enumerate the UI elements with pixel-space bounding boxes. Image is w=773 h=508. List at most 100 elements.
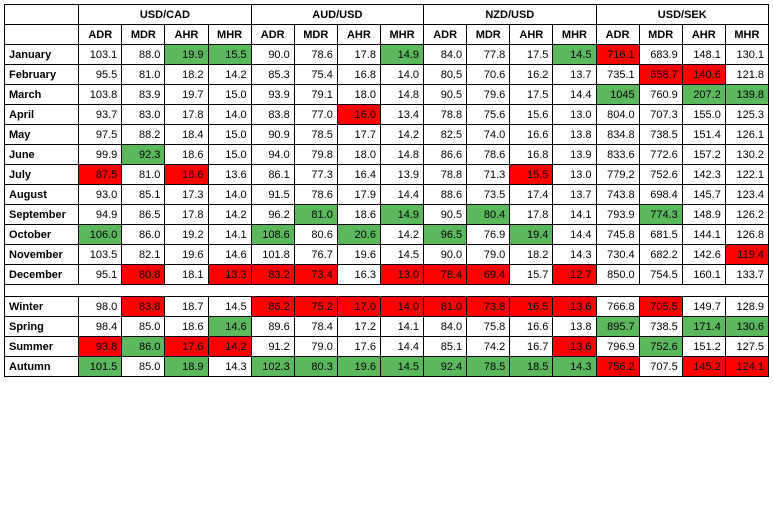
data-cell: 16.6 [165,165,208,185]
data-cell: 69.4 [467,265,510,285]
data-cell: 895.7 [596,317,639,337]
data-cell: 834.8 [596,125,639,145]
data-cell: 93.7 [79,105,122,125]
data-cell: 14.0 [380,297,423,317]
data-cell: 97.5 [79,125,122,145]
data-cell: 13.4 [380,105,423,125]
data-cell: 93.9 [251,85,294,105]
data-cell: 19.9 [165,45,208,65]
data-cell: 86.2 [251,297,294,317]
metric-header: ADR [79,25,122,45]
data-cell: 83.2 [251,265,294,285]
corner-cell [5,5,79,25]
data-cell: 16.3 [337,265,380,285]
data-cell: 707.3 [639,105,682,125]
data-cell: 77.8 [467,45,510,65]
table-row: July87.581.016.613.686.177.316.413.978.8… [5,165,769,185]
data-cell: 88.0 [122,45,165,65]
data-cell: 151.4 [682,125,725,145]
data-cell: 98.4 [79,317,122,337]
row-label: Winter [5,297,79,317]
table-row: Autumn101.585.018.914.3102.380.319.614.5… [5,357,769,377]
data-cell: 17.2 [337,317,380,337]
data-cell: 13.8 [553,125,596,145]
data-cell: 14.9 [380,45,423,65]
data-cell: 779.2 [596,165,639,185]
data-cell: 75.8 [467,317,510,337]
data-cell: 87.5 [79,165,122,185]
data-cell: 76.9 [467,225,510,245]
data-cell: 16.6 [510,125,553,145]
data-cell: 14.3 [208,357,251,377]
data-cell: 16.8 [510,145,553,165]
spacer-body [5,285,769,297]
data-cell: 18.6 [337,205,380,225]
data-cell: 91.5 [251,185,294,205]
data-cell: 94.9 [79,205,122,225]
data-cell: 126.8 [725,225,768,245]
data-cell: 83.0 [122,105,165,125]
fx-range-table: USD/CADAUD/USDNZD/USDUSD/SEK ADRMDRAHRMH… [4,4,769,377]
data-cell: 17.7 [337,125,380,145]
data-cell: 18.0 [337,145,380,165]
data-cell: 774.3 [639,205,682,225]
metric-header: MDR [294,25,337,45]
data-cell: 83.8 [251,105,294,125]
data-cell: 14.6 [208,245,251,265]
data-cell: 707.5 [639,357,682,377]
data-cell: 17.8 [510,205,553,225]
data-cell: 90.5 [424,205,467,225]
data-cell: 139.8 [725,85,768,105]
row-label: May [5,125,79,145]
data-cell: 796.9 [596,337,639,357]
data-cell: 142.6 [682,245,725,265]
data-cell: 16.6 [510,317,553,337]
data-cell: 752.6 [639,337,682,357]
data-cell: 20.6 [337,225,380,245]
data-cell: 13.6 [208,165,251,185]
data-cell: 15.0 [208,145,251,165]
data-cell: 16.8 [337,65,380,85]
data-cell: 90.9 [251,125,294,145]
data-cell: 683.9 [639,45,682,65]
metric-header: MDR [467,25,510,45]
data-cell: 144.1 [682,225,725,245]
pair-header: USD/CAD [79,5,251,25]
data-cell: 756.2 [596,357,639,377]
metric-header: AHR [337,25,380,45]
metric-header: MHR [553,25,596,45]
data-cell: 145.7 [682,185,725,205]
data-cell: 698.4 [639,185,682,205]
data-cell: 86.1 [251,165,294,185]
data-cell: 14.5 [208,297,251,317]
metric-header: MDR [639,25,682,45]
data-cell: 94.0 [251,145,294,165]
data-cell: 89.6 [251,317,294,337]
data-cell: 96.2 [251,205,294,225]
data-cell: 73.8 [467,297,510,317]
data-cell: 101.8 [251,245,294,265]
data-cell: 93.0 [79,185,122,205]
data-cell: 90.5 [424,85,467,105]
data-cell: 14.2 [208,337,251,357]
data-cell: 86.5 [122,205,165,225]
data-cell: 80.8 [122,265,165,285]
data-cell: 18.6 [165,145,208,165]
season-rows: Winter98.083.818.714.586.275.217.014.081… [5,297,769,377]
data-cell: 14.2 [208,65,251,85]
metric-header: MHR [208,25,251,45]
data-cell: 127.5 [725,337,768,357]
metric-header: AHR [682,25,725,45]
data-cell: 85.1 [122,185,165,205]
data-cell: 13.9 [380,165,423,185]
data-cell: 14.8 [380,145,423,165]
metric-header: AHR [510,25,553,45]
data-cell: 18.5 [510,357,553,377]
data-cell: 93.8 [79,337,122,357]
data-cell: 738.5 [639,317,682,337]
data-cell: 78.4 [294,317,337,337]
data-cell: 151.2 [682,337,725,357]
data-cell: 78.5 [467,357,510,377]
data-cell: 103.5 [79,245,122,265]
data-cell: 705.5 [639,297,682,317]
